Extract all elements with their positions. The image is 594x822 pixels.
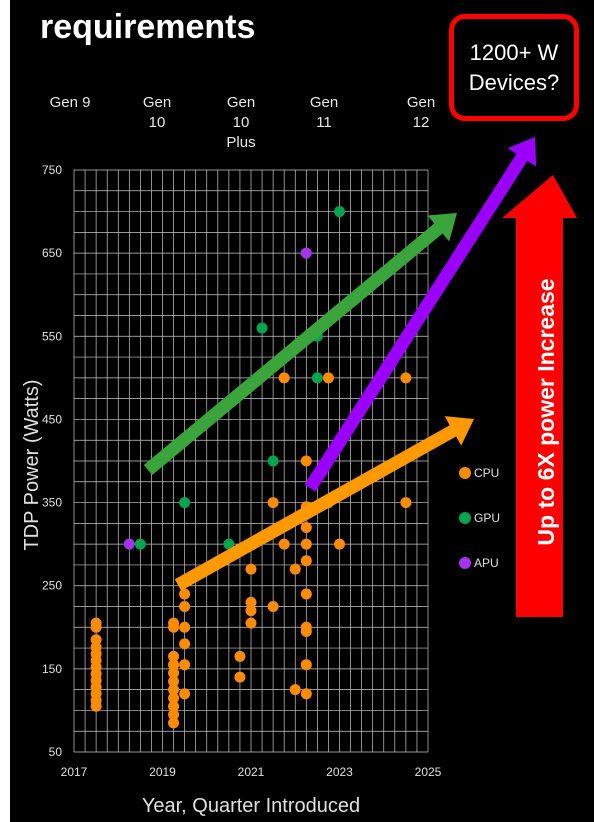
point-cpu	[334, 538, 345, 550]
legend-marker-cpu	[459, 467, 471, 479]
gen-label-11: Gen 11	[309, 94, 339, 131]
point-cpu	[300, 522, 312, 534]
point-gpu	[334, 206, 345, 218]
point-cpu	[168, 675, 180, 687]
slide: requirements Gen 9 Gen 10 Gen 10 Plus Ge…	[10, 0, 594, 822]
point-cpu	[168, 717, 180, 729]
point-apu	[300, 247, 312, 259]
point-cpu	[168, 692, 180, 704]
point-cpu	[300, 538, 312, 550]
point-cpu	[400, 497, 412, 509]
point-cpu	[168, 659, 180, 671]
point-cpu	[179, 688, 191, 700]
legend-marker-gpu	[459, 512, 471, 524]
point-cpu	[300, 621, 312, 633]
point-cpu	[168, 709, 180, 721]
point-cpu	[234, 650, 246, 662]
point-gpu	[179, 497, 191, 509]
y-tick-label: 450	[42, 412, 62, 426]
point-apu	[123, 538, 135, 550]
y-tick-label: 250	[42, 579, 62, 593]
point-gpu	[311, 372, 323, 384]
y-tick-label: 750	[42, 163, 62, 177]
point-cpu	[168, 617, 180, 629]
point-cpu	[168, 700, 180, 712]
point-cpu	[278, 538, 290, 550]
chart-grid	[73, 169, 429, 753]
y-tick-label: 650	[42, 246, 62, 260]
y-tick-label: 550	[42, 329, 62, 343]
x-axis-label: Year, Quarter Introduced	[142, 795, 360, 817]
point-cpu	[300, 688, 312, 700]
point-gpu	[223, 538, 235, 550]
legend-marker-apu	[459, 557, 471, 569]
gen-label-9: Gen 9	[49, 94, 91, 111]
increase-arrow-shape	[502, 175, 577, 617]
point-cpu	[90, 634, 102, 646]
legend-label-cpu: CPU	[474, 466, 499, 480]
x-tick-label: 2023	[326, 765, 353, 779]
y-tick-label: 50	[49, 745, 63, 759]
point-cpu	[234, 671, 246, 683]
point-cpu	[179, 621, 191, 633]
point-cpu	[267, 601, 279, 612]
point-gpu	[134, 538, 146, 550]
increase-arrow: Up to 6X power Increase	[502, 175, 577, 617]
point-cpu	[179, 659, 191, 671]
point-cpu	[267, 497, 279, 509]
point-cpu	[278, 372, 290, 384]
callout-box: 1200+ W Devices?	[449, 14, 579, 121]
x-tick-label: 2025	[415, 765, 442, 779]
gen-label-10: Gen 10	[142, 94, 172, 131]
legend-label-apu: APU	[474, 556, 499, 570]
data-points	[90, 206, 412, 729]
axis-ticks: 50 150 250 350 450 550 650 750 2017 2019 2021 2023 2…	[42, 163, 442, 779]
increase-label: Up to 6X power Increase	[533, 278, 559, 545]
point-cpu	[289, 563, 301, 575]
point-cpu	[179, 638, 191, 650]
point-cpu	[168, 684, 180, 696]
point-cpu	[300, 659, 312, 671]
callout-line-1: 1200+ W	[469, 40, 559, 65]
point-cpu	[168, 667, 180, 679]
point-cpu	[300, 588, 312, 600]
point-cpu	[90, 617, 102, 629]
point-cpu	[289, 684, 301, 696]
point-cpu	[245, 563, 257, 575]
point-gpu	[267, 455, 279, 467]
callout-line-2: Devices?	[468, 70, 560, 95]
trend-arrows	[143, 137, 537, 591]
point-cpu	[168, 650, 180, 662]
apu-trend-arrow	[304, 137, 537, 492]
gpu-trend-arrow	[143, 213, 458, 475]
tdp-scatter-chart: 50 150 250 350 450 550 650 750 2017 2019 2021 2023 2…	[21, 137, 577, 817]
point-cpu	[245, 605, 257, 617]
point-cpu	[245, 617, 257, 629]
point-cpu	[179, 588, 191, 600]
point-cpu	[322, 372, 334, 384]
y-tick-label: 150	[42, 662, 62, 676]
cpu-trend-arrow	[174, 416, 475, 591]
point-cpu	[300, 555, 312, 567]
point-gpu	[256, 322, 268, 334]
point-cpu	[400, 372, 412, 384]
point-cpu	[245, 596, 257, 608]
legend: CPU GPU APU	[459, 466, 500, 570]
x-tick-label: 2017	[61, 765, 88, 779]
point-cpu	[300, 455, 312, 467]
gen-label-12: Gen 12	[406, 94, 436, 131]
x-tick-label: 2021	[238, 765, 265, 779]
y-tick-label: 350	[42, 496, 62, 510]
legend-label-gpu: GPU	[474, 511, 500, 525]
slide-title: requirements	[40, 8, 256, 46]
point-cpu	[179, 601, 191, 612]
y-axis-label: TDP Power (Watts)	[21, 379, 43, 550]
gen-label-10-plus: Gen 10 Plus	[226, 94, 256, 151]
x-tick-label: 2019	[149, 765, 176, 779]
